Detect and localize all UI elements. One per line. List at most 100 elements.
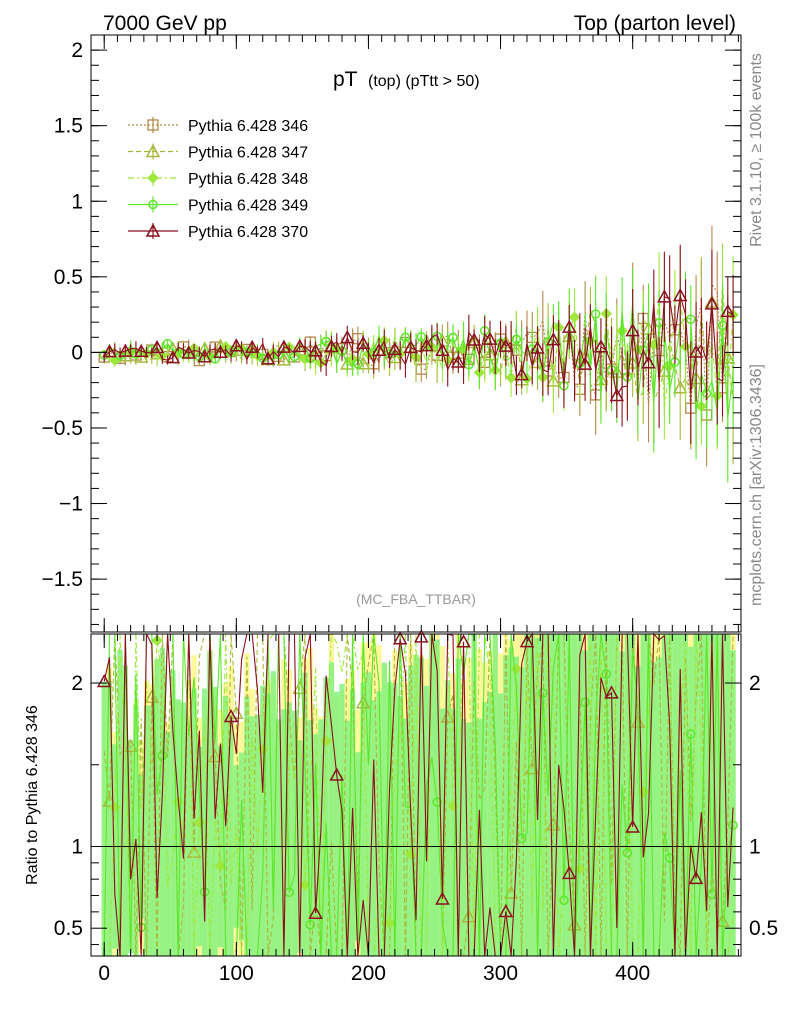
ratio-band-green [482,702,488,956]
ratio-band-green [207,650,213,956]
data-point [514,367,529,381]
series-4 [102,244,736,444]
ratio-point [728,820,738,831]
legend-marker [145,223,161,237]
data-point [276,352,292,366]
ratio-band-green [371,700,377,956]
ratio-point [688,870,704,885]
data-point [416,332,427,342]
ratio-point [622,848,633,858]
ratio-band-green [334,691,340,956]
ratio-band-green [381,662,387,956]
ratio-point [432,797,442,807]
ratio-band-green [281,709,287,956]
ratio-band-green [534,637,541,956]
legend-marker [147,119,159,131]
ratio-ytick-label-left: 0.5 [54,917,83,940]
ratio-band-green [624,634,631,956]
header-right: Top (parton level) [574,12,736,35]
xtick-label: 100 [219,962,254,985]
ratio-band-green [133,704,139,956]
main-ytick-label: 1.5 [54,115,83,138]
ratio-point [601,669,611,679]
ratio-band-green [260,685,266,956]
ratio-band-green [275,719,282,956]
ratio-band-green [376,691,382,956]
ratio-band-green [254,714,261,956]
data-point [435,342,450,356]
data-point [400,332,411,342]
data-point [276,339,292,353]
legend-marker [147,172,159,184]
ratio-band-green [524,634,530,956]
ratio-ytick-label-right: 2 [749,672,761,695]
ratio-band-green [423,685,430,956]
data-point [260,351,276,365]
data-point [419,338,434,352]
ratio-band-green [661,634,668,956]
ratio-band-green [513,656,520,956]
data-point [324,338,339,353]
data-point [181,345,197,359]
data-point [543,336,553,347]
ratio-band-green [519,667,525,956]
ratio-frame [90,633,742,957]
data-point [355,356,371,370]
ratio-band-green [492,634,498,956]
ratio-band-green [704,634,710,956]
ratio-band-green [540,634,546,956]
ratio-band-green [556,634,562,956]
xtick-label: 400 [615,962,650,985]
ratio-band-green [677,634,683,956]
ratio-band-green [577,634,583,956]
ratio-band-green [360,682,366,956]
ratio-band-green [476,718,483,956]
data-point [482,331,498,345]
ratio-band-green [630,634,636,956]
data-point [451,354,466,368]
main-ytick-label: −1 [59,493,83,516]
ratio-band-green [497,693,504,956]
ratio-band-green [170,670,176,956]
data-point [244,339,260,354]
ratio-band-green [149,705,155,956]
main-ytick-label: 1 [71,190,83,213]
main-frame [90,34,742,633]
ratio-band-green [175,699,181,956]
ratio-point [96,673,112,688]
ratio-point [223,708,239,723]
ratio-band-green [651,662,657,956]
ratio-band-green [228,715,234,956]
data-point [118,343,133,357]
ratio-band-green [656,657,662,956]
data-point [403,339,418,354]
data-point [625,323,640,337]
ratio-band-green [693,634,699,956]
ratio-point [299,879,311,891]
data-point [704,296,720,310]
ratio-point [625,819,640,833]
ratio-band-green [244,696,250,956]
ratio-band-green [603,634,609,956]
ratio-point [561,865,577,880]
ratio-band-green [402,718,409,956]
legend-marker [145,143,161,158]
legend-marker [148,199,158,210]
ratio-point [559,895,569,905]
rivet-label: Rivet 3.1.10, ≥ 100k events [748,53,765,247]
ratio-band-green [286,702,292,956]
ratio-band-green [450,708,456,956]
data-point [102,344,117,358]
ratio-point [207,749,223,763]
ratio-band-green [608,634,615,956]
ratio-band-green [635,666,641,956]
ratio-point [392,631,408,645]
data-point [577,356,593,370]
ratio-point [516,833,527,843]
ratio-band-green [688,646,694,956]
ratio-band-green [667,634,673,956]
ratio-point [144,689,160,703]
ratio-band-green [154,659,160,956]
